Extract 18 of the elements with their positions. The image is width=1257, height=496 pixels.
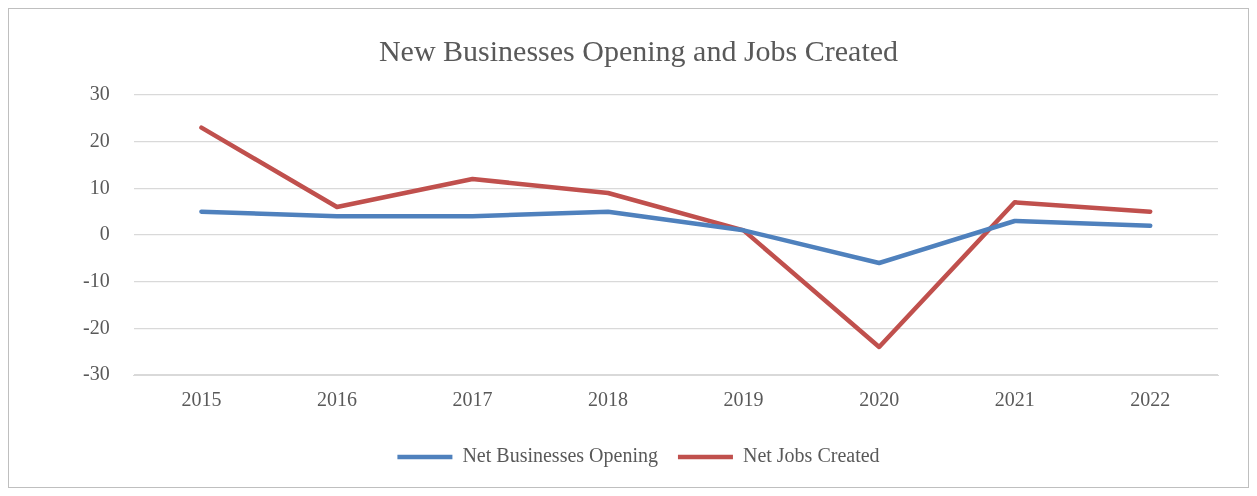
legend-label: Net Jobs Created bbox=[742, 444, 880, 467]
x-tick-label: 2021 bbox=[994, 388, 1035, 411]
x-tick-label: 2020 bbox=[859, 388, 900, 411]
legend-label: Net Businesses Opening bbox=[462, 444, 658, 468]
y-tick-label: 0 bbox=[99, 222, 110, 245]
x-tick-label: 2017 bbox=[452, 388, 493, 411]
x-tick-label: 2016 bbox=[316, 388, 357, 411]
y-tick-label: -30 bbox=[82, 362, 110, 385]
x-tick-label: 2018 bbox=[588, 388, 629, 411]
x-tick-label: 2019 bbox=[723, 388, 764, 411]
y-tick-label: -10 bbox=[82, 268, 110, 291]
chart-title: New Businesses Opening and Jobs Created bbox=[378, 33, 899, 67]
y-tick-label: 20 bbox=[89, 128, 110, 151]
y-tick-label: 10 bbox=[89, 175, 110, 198]
x-tick-label: 2015 bbox=[181, 388, 222, 411]
x-tick-label: 2022 bbox=[1130, 388, 1171, 411]
y-tick-label: -20 bbox=[82, 315, 110, 338]
y-tick-label: 30 bbox=[89, 82, 110, 105]
